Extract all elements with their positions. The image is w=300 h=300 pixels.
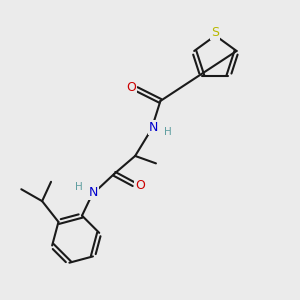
Text: S: S <box>212 26 219 39</box>
Text: O: O <box>135 179 145 192</box>
Text: H: H <box>164 127 172 137</box>
Text: H: H <box>75 182 83 192</box>
Text: O: O <box>126 81 136 94</box>
Text: N: N <box>149 121 159 134</box>
Text: N: N <box>89 186 98 199</box>
